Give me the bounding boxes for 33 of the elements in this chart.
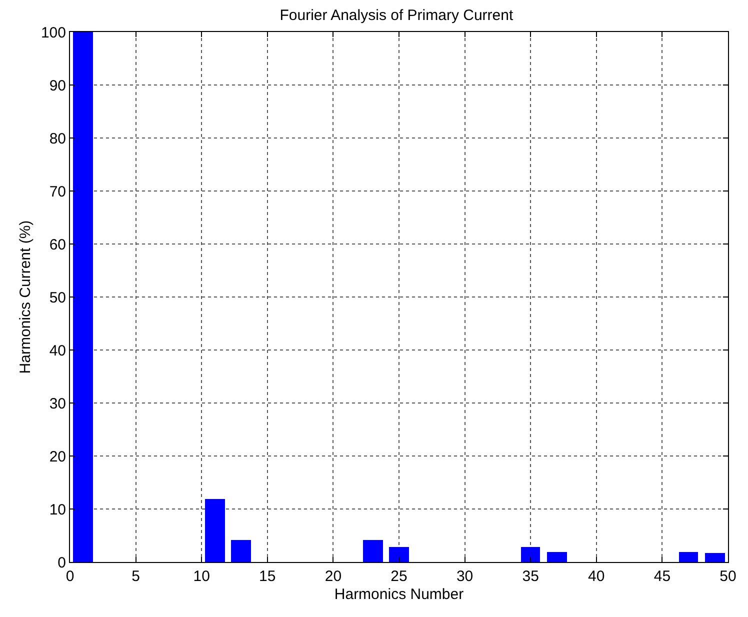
x-tick-label: 50 [720, 568, 736, 585]
bar [705, 553, 725, 562]
y-tick-label: 40 [49, 342, 66, 360]
y-tick-label: 10 [49, 501, 66, 518]
x-tick-label: 40 [588, 568, 605, 585]
x-tick-label: 45 [654, 568, 671, 585]
x-tick-label: 20 [324, 568, 342, 585]
bar [679, 552, 698, 562]
y-tick-label: 90 [49, 77, 66, 94]
chart-title: Fourier Analysis of Primary Current [280, 6, 514, 24]
bar [547, 552, 567, 562]
bar [521, 547, 540, 562]
y-tick-label: 30 [49, 395, 66, 412]
bar [389, 547, 409, 562]
y-tick-label: 100 [40, 24, 66, 42]
y-tick-label: 0 [58, 554, 66, 572]
bar [73, 32, 93, 562]
y-tick-label: 70 [49, 183, 66, 200]
y-tick-label: 60 [49, 236, 66, 254]
x-tick-label: 10 [193, 568, 210, 585]
y-axis-title: Harmonics Current (%) [17, 220, 34, 374]
bar [363, 540, 383, 562]
x-tick-label: 30 [456, 568, 474, 585]
bar [231, 540, 251, 562]
bar [205, 499, 225, 562]
x-tick-label: 15 [259, 568, 276, 585]
x-tick-label: 35 [522, 568, 539, 585]
y-tick-label: 80 [49, 130, 66, 148]
x-axis-title: Harmonics Number [334, 586, 464, 603]
x-tick-label: 25 [390, 568, 408, 585]
y-tick-label: 20 [49, 448, 66, 466]
y-tick-label: 50 [49, 289, 66, 306]
x-tick-label: 5 [132, 568, 140, 585]
